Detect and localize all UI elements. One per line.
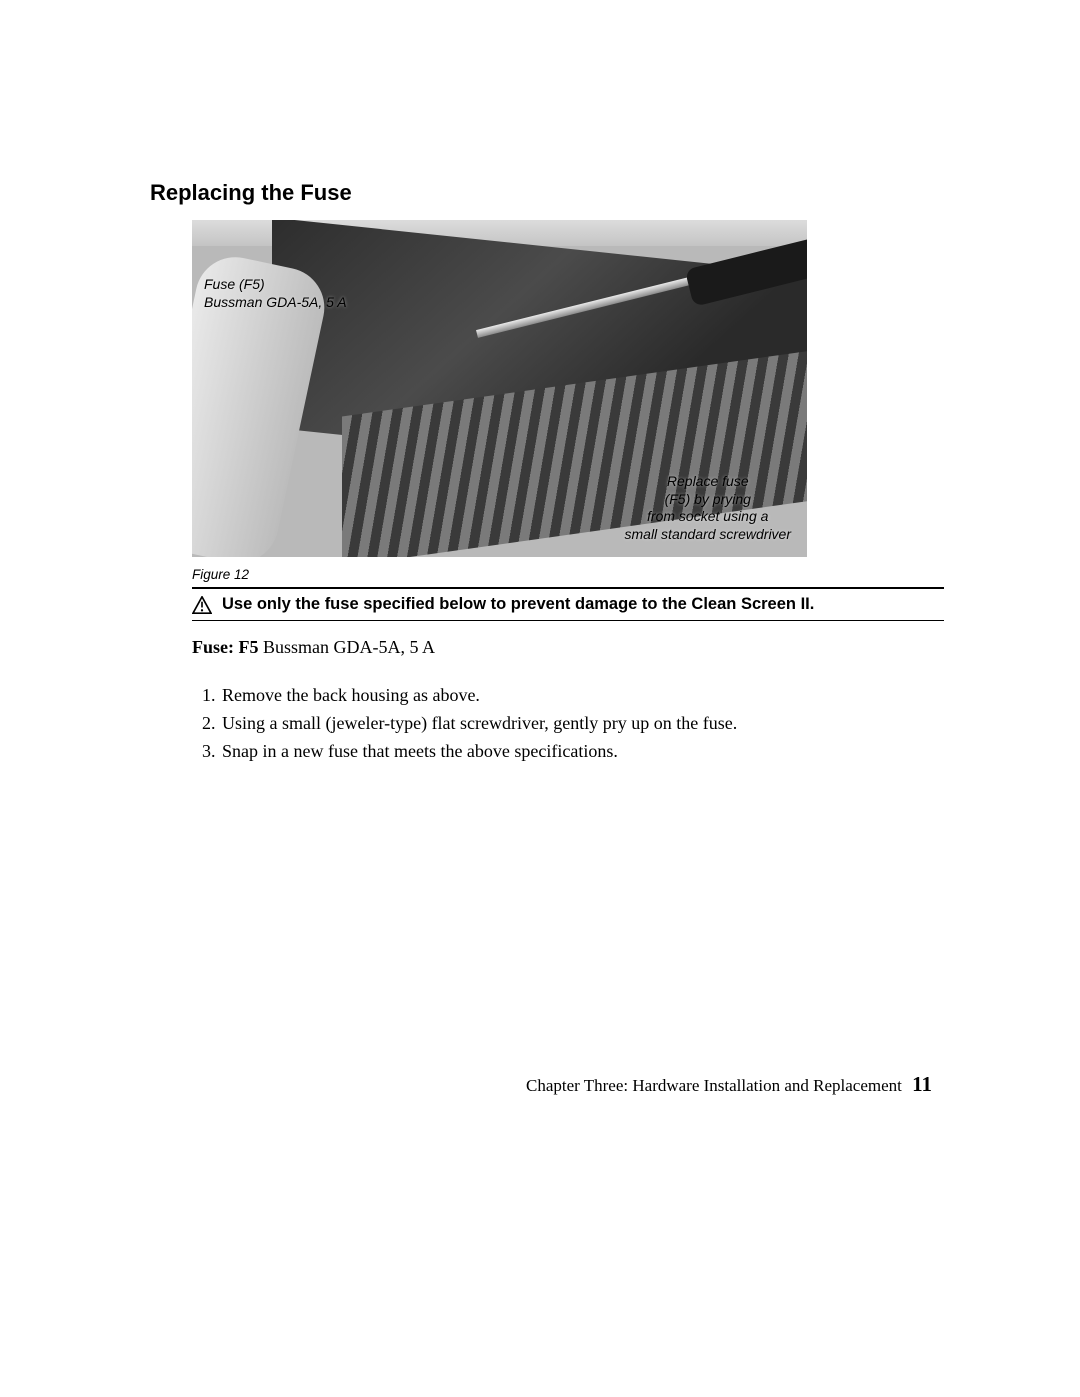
procedure-step: Using a small (jeweler-type) flat screwd… <box>220 710 942 738</box>
warning-triangle-icon <box>192 596 212 614</box>
figure-photo: Fuse (F5) Bussman GDA-5A, 5 A Replace fu… <box>192 220 807 557</box>
callout-line: Replace fuse <box>625 473 792 491</box>
section-heading: Replacing the Fuse <box>150 180 942 206</box>
caution-text: Use only the fuse specified below to pre… <box>222 595 814 614</box>
callout-line: small standard screwdriver <box>625 526 792 544</box>
spec-label: Fuse: F5 <box>192 637 259 657</box>
page-footer: Chapter Three: Hardware Installation and… <box>526 1072 932 1097</box>
procedure-list: Remove the back housing as above. Using … <box>220 682 942 766</box>
figure-callout-top-left: Fuse (F5) Bussman GDA-5A, 5 A <box>204 276 347 311</box>
procedure-step: Snap in a new fuse that meets the above … <box>220 738 942 766</box>
callout-line: Bussman GDA-5A, 5 A <box>204 294 347 312</box>
callout-line: Fuse (F5) <box>204 276 347 294</box>
footer-chapter-text: Chapter Three: Hardware Installation and… <box>526 1076 902 1095</box>
figure-callout-bottom-right: Replace fuse (F5) by prying from socket … <box>625 473 792 543</box>
page-number: 11 <box>912 1072 932 1096</box>
callout-line: from socket using a <box>625 508 792 526</box>
fuse-specification: Fuse: F5 Bussman GDA-5A, 5 A <box>192 637 942 658</box>
divider-bottom <box>192 620 944 621</box>
spec-value: Bussman GDA-5A, 5 A <box>259 637 436 657</box>
divider-top <box>192 587 944 589</box>
figure-caption: Figure 12 <box>192 567 942 582</box>
page-content: Replacing the Fuse Fuse (F5) Bussman GDA… <box>150 180 942 766</box>
caution-row: Use only the fuse specified below to pre… <box>192 595 942 614</box>
procedure-step: Remove the back housing as above. <box>220 682 942 710</box>
callout-line: (F5) by prying <box>625 491 792 509</box>
